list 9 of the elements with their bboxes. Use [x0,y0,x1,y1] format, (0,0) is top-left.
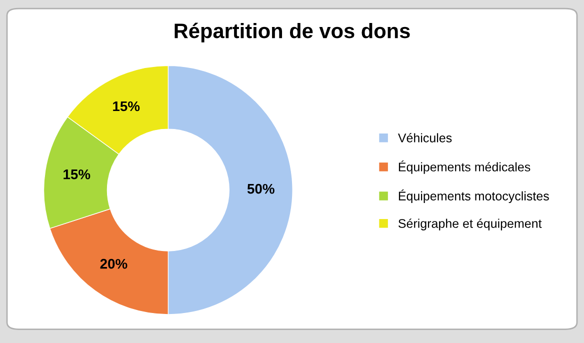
legend-label: Véhicules [398,133,452,142]
data-label: 50% [247,184,274,194]
data-label: 15% [64,169,90,180]
data-label: 15% [113,101,140,112]
chart-title: Répartition de vos dons [174,22,410,42]
legend-label: Équipements médicales [398,160,530,174]
data-label: 20% [100,258,128,269]
legend-label: Sérigraphe et équipement [398,218,542,230]
legend-label: Équipements motocyclistes [398,190,549,203]
